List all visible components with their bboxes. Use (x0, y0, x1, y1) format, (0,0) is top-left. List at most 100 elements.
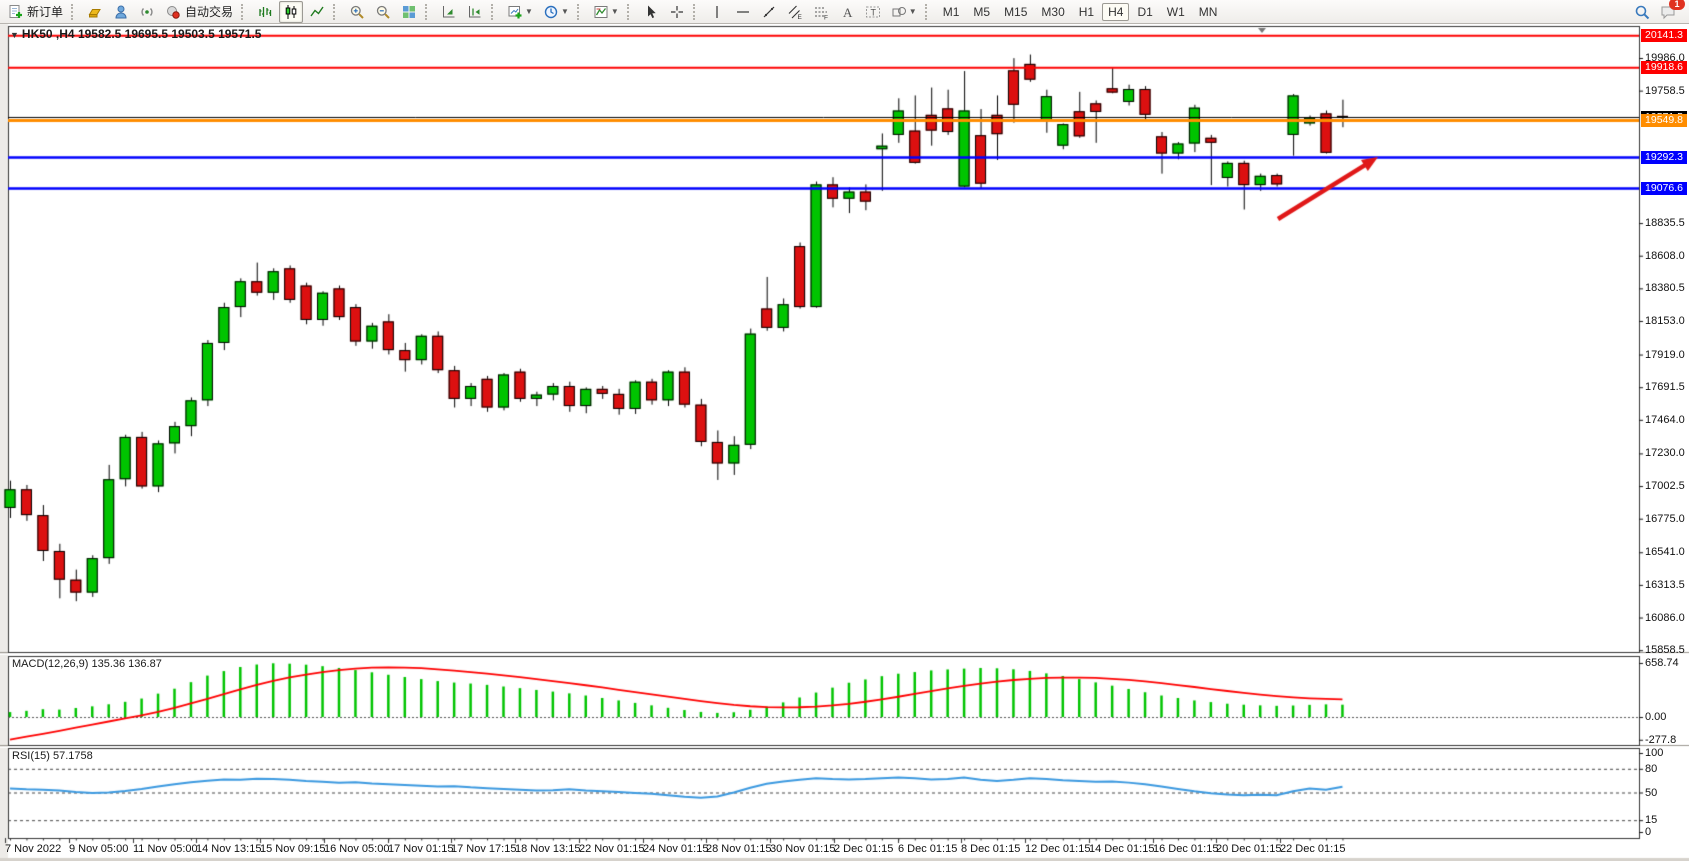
autotrade-button[interactable]: 自动交易 (161, 1, 237, 23)
linechart-icon (310, 6, 324, 16)
new-chart-button[interactable]: ▼ (503, 1, 537, 23)
time-axis-label: 9 Nov 05:00 (69, 843, 129, 855)
time-axis-label: 14 Dec 01:15 (1089, 843, 1155, 855)
zoomin-icon (350, 5, 364, 19)
zoom-in-button[interactable] (345, 1, 369, 23)
toolbar-grip (576, 3, 585, 20)
price-line-badge: 19076.6 (1641, 181, 1687, 195)
timeframe-h1[interactable]: H1 (1078, 4, 1095, 19)
signal-icon (141, 7, 153, 16)
toolbar-grip (491, 3, 499, 20)
new-order-label: 新订单 (27, 5, 64, 19)
rsi-axis-tick: 0 (1645, 826, 1652, 838)
timeframe-h4[interactable]: H4 (1102, 2, 1130, 21)
rsi-axis-tick: 80 (1645, 762, 1658, 775)
bars-icon (259, 6, 272, 17)
timeframe-m5[interactable]: M5 (973, 4, 991, 19)
price-axis-tick: 16775.0 (1645, 512, 1685, 525)
new-order-button[interactable]: 新订单 (3, 1, 67, 23)
toolbar-grip (626, 3, 635, 20)
draw-text-button[interactable]: A (835, 1, 859, 23)
svg-text:E: E (797, 14, 802, 20)
symbol-ohlc-text: HK50 ,H4 19582.5 19695.5 19503.5 19571.5 (21, 27, 262, 41)
toolbar: 新订单 自动交易 ▼ ▼ ▼ E F A T ▼ M1 M5 M15 M30 H1 H4 D1 W1 MN 1 (0, 0, 1689, 24)
rsi-indicator-label: RSI(15) 57.1758 (12, 750, 93, 762)
crosshair-button[interactable] (665, 1, 689, 23)
time-axis-label: 15 Nov 09:15 (260, 843, 326, 855)
draw-trendline-button[interactable] (757, 1, 781, 23)
vline-icon (716, 5, 718, 18)
time-axis-label: 20 Dec 01:15 (1216, 843, 1282, 855)
price-line-badge: 20141.3 (1641, 29, 1687, 43)
tile-windows-button[interactable] (397, 1, 421, 23)
timeframe-mn[interactable]: MN (1198, 4, 1218, 19)
dropdown-arrow-icon: ▼ (560, 7, 569, 16)
price-axis-tick: 18153.0 (1645, 314, 1685, 327)
terminal-button[interactable] (109, 1, 133, 23)
price-axis-tick: 16313.5 (1645, 578, 1685, 591)
chart-shift-button[interactable] (463, 1, 487, 23)
templates-button[interactable]: ▼ (589, 1, 623, 23)
time-axis-label: 16 Dec 01:15 (1153, 843, 1219, 855)
price-axis-tick: 18380.5 (1645, 282, 1685, 295)
draw-channel-button[interactable]: E (783, 1, 807, 23)
zoomout-icon (376, 5, 390, 19)
clock-icon (544, 5, 558, 18)
line-chart-mode-button[interactable] (305, 1, 329, 23)
timeframe-m1[interactable]: M1 (942, 4, 960, 19)
time-axis-label: 2 Dec 01:15 (834, 843, 894, 855)
price-line-badge: 19549.8 (1641, 114, 1687, 128)
auto-scroll-button[interactable] (437, 1, 461, 23)
draw-label-button[interactable]: T (861, 1, 885, 23)
timeframe-d1[interactable]: D1 (1137, 4, 1153, 19)
price-line-badge: 19292.3 (1641, 151, 1687, 165)
draw-vline-button[interactable] (705, 1, 729, 23)
addchart-icon (508, 5, 522, 18)
time-axis-label: 11 Nov 05:00 (133, 843, 198, 855)
template-icon (594, 5, 608, 18)
signals-button[interactable] (135, 1, 159, 23)
price-axis-tick: 18608.0 (1645, 249, 1685, 262)
timeframe-m30[interactable]: M30 (1041, 4, 1065, 19)
timeframe-m15[interactable]: M15 (1004, 4, 1028, 19)
macd-indicator-label: MACD(12,26,9) 135.36 136.87 (12, 658, 162, 670)
period-presets-button[interactable]: ▼ (539, 1, 573, 23)
rsi-axis-tick: 15 (1645, 814, 1658, 827)
time-axis-label: 18 Nov 13:15 (515, 843, 581, 855)
shapes-icon (892, 6, 906, 16)
toolbar-grip (425, 3, 433, 20)
draw-shapes-button[interactable]: ▼ (887, 1, 921, 23)
time-axis-label: 12 Dec 01:15 (1025, 843, 1091, 855)
svg-text:T: T (870, 7, 876, 17)
candles-icon (285, 4, 297, 19)
time-axis-label: 22 Dec 01:15 (1280, 843, 1346, 855)
time-axis-label: 14 Nov 13:15 (196, 843, 262, 855)
cursor-button[interactable] (639, 1, 663, 23)
dropdown-arrow-icon: ▼ (525, 7, 533, 16)
quotes-button[interactable] (83, 1, 107, 23)
price-axis-tick: 17464.0 (1645, 413, 1685, 426)
zoom-out-button[interactable] (371, 1, 395, 23)
price-axis-tick: 17002.5 (1645, 480, 1685, 493)
timeframe-w1[interactable]: W1 (1166, 4, 1185, 19)
fibo-icon: F (814, 7, 828, 20)
autotrade-label: 自动交易 (185, 5, 234, 19)
bar-chart-mode-button[interactable] (253, 1, 277, 23)
draw-fibonacci-button[interactable]: F (809, 1, 833, 23)
price-axis-tick: 16086.0 (1645, 611, 1685, 624)
price-axis-tick: 17919.0 (1645, 348, 1685, 361)
svg-text:A: A (843, 5, 853, 20)
svg-text:F: F (824, 14, 828, 20)
autoscroll-icon (443, 5, 455, 17)
time-axis-label: 28 Nov 01:15 (706, 843, 772, 855)
search-button[interactable] (1630, 1, 1654, 23)
price-axis-tick: 16541.0 (1645, 546, 1685, 559)
chat-button[interactable]: 1 (1656, 0, 1685, 23)
candle-chart-mode-button[interactable] (279, 0, 304, 23)
gold-bar-icon (88, 8, 101, 17)
draw-hline-button[interactable] (731, 1, 755, 23)
tile-icon (403, 5, 416, 18)
time-axis-label: 22 Nov 01:15 (579, 843, 645, 855)
